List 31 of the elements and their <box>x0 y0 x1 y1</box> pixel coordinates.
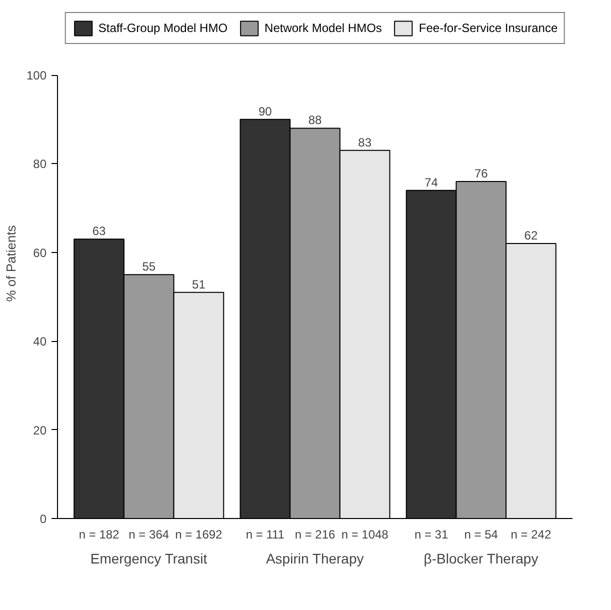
data-label: 63 <box>92 224 106 238</box>
y-tick-label: 40 <box>33 334 47 349</box>
text: n = 242 <box>510 528 552 542</box>
data-label: 74 <box>424 175 438 190</box>
x-tick-label: Aspirin Therapy <box>266 550 364 566</box>
text: n = 1048 <box>341 528 389 542</box>
text: n = 54 <box>464 528 498 542</box>
data-label: 90 <box>258 104 272 118</box>
data-label: 62 <box>524 228 538 243</box>
data-label: 76 <box>474 166 488 180</box>
y-tick-label: 20 <box>33 423 47 438</box>
legend-label: Staff-Group Model HMO <box>98 21 228 35</box>
text: n = 1692 <box>175 528 223 542</box>
y-tick-label: 80 <box>33 157 47 172</box>
y-tick-label: 0 <box>40 512 47 526</box>
data-label: 88 <box>308 113 322 128</box>
y-tick-label: 60 <box>33 246 47 260</box>
data-label: 55 <box>142 260 156 274</box>
x-tick-label: β-Blocker Therapy <box>424 550 538 566</box>
data-label: 51 <box>192 277 206 292</box>
text: n = 364 <box>128 528 170 542</box>
x-tick-label: Emergency Transit <box>90 550 208 566</box>
y-tick-label: 100 <box>26 68 47 83</box>
text: n = 111 <box>246 528 285 542</box>
y-axis-title: % of Patients <box>3 224 18 302</box>
legend-label: Fee-for-Service Insurance <box>418 21 558 35</box>
text: n = 31 <box>414 528 448 542</box>
data-label: 83 <box>358 135 372 150</box>
legend-label: Network Model HMOs <box>264 21 382 35</box>
text: n = 216 <box>294 528 336 542</box>
text: n = 182 <box>78 528 120 542</box>
